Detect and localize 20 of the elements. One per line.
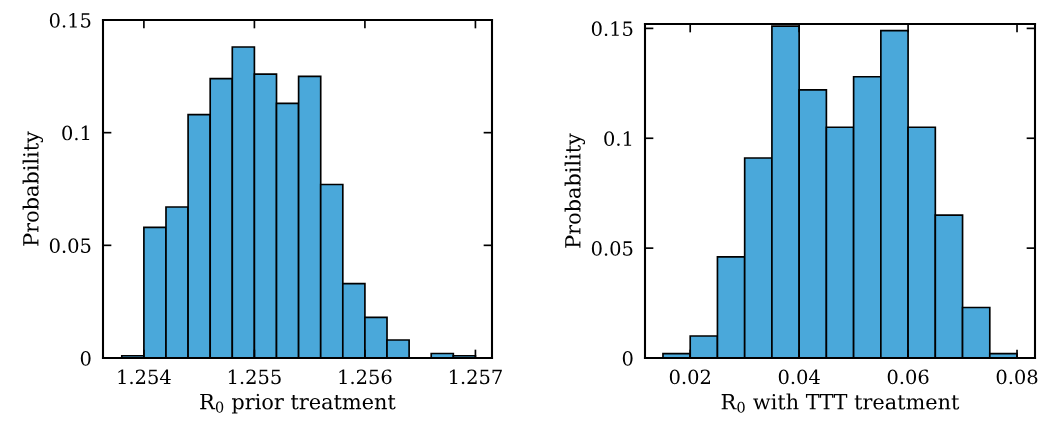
x-tick-label: 0.06 [887,369,929,385]
y-axis-title: Probability [22,131,44,246]
x-tick-label: 0.08 [996,369,1038,385]
x-axis-title: R$_{0}$ with TTT treatment [721,393,960,413]
y-tick-label: 0.05 [591,241,633,256]
y-tick-label: 0.1 [604,131,632,146]
x-tick-label: 1.256 [339,369,392,385]
x-axis-title: R$_{0}$ prior treatment [200,393,396,414]
y-tick-label: 0.15 [49,12,91,28]
x-tick-label: 1.255 [228,369,281,385]
x-tick-label: 0.02 [669,369,710,385]
y-tick-label: 0.05 [49,238,91,253]
y-axis-title: Probability [564,133,586,248]
x-tick-label: 0.04 [778,369,820,385]
y-tick-label: 0 [80,350,91,366]
x-tick-label: 1.257 [449,369,502,385]
x-tick-label: 1.254 [118,369,171,385]
y-tick-label: 0.1 [62,125,90,141]
y-tick-label: 0 [622,350,633,366]
y-tick-label: 0.15 [591,21,633,37]
